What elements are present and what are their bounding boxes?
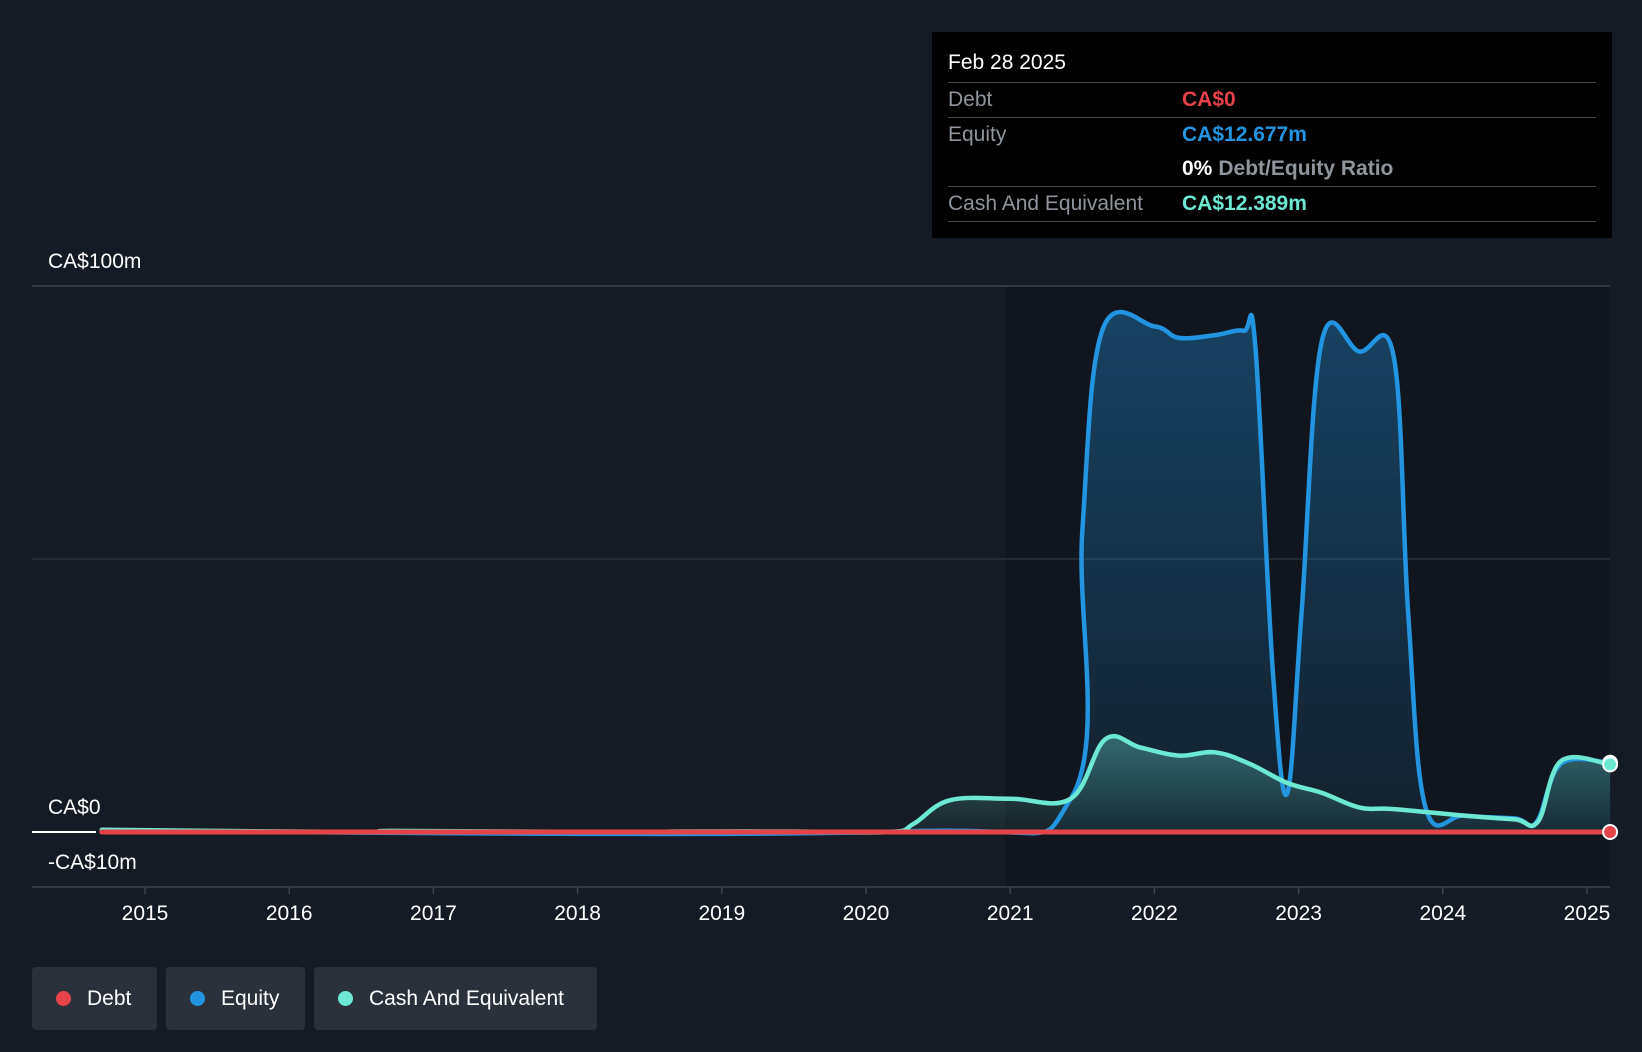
cash-area [101, 736, 1611, 833]
tooltip-equity-label: Equity [948, 123, 1007, 146]
equity-dot-icon [190, 991, 205, 1006]
tooltip-cash-label: Cash And Equivalent [948, 192, 1143, 215]
cash-endpoint-marker [1602, 756, 1619, 773]
y-axis-zero-label: CA$0 [48, 796, 101, 819]
debt-dot-icon [56, 991, 71, 1006]
x-tick-label: 2023 [1275, 902, 1322, 925]
tooltip-cash-row: Cash And Equivalent CA$12.389m [948, 186, 1596, 222]
tooltip-debt-value: CA$0 [1182, 88, 1236, 111]
tooltip-ratio-label: Debt/Equity Ratio [1218, 157, 1394, 180]
tooltip-debt-label: Debt [948, 88, 993, 111]
x-tick-label: 2018 [554, 902, 601, 925]
tooltip-cash-value: CA$12.389m [1182, 192, 1307, 215]
legend-equity-label: Equity [221, 986, 280, 1010]
tooltip-equity-row: Equity CA$12.677m [948, 117, 1596, 152]
legend-item-cash[interactable]: Cash And Equivalent [314, 967, 597, 1030]
x-tick-label: 2025 [1564, 902, 1611, 925]
x-tick-label: 2016 [266, 902, 313, 925]
y-axis-top-label: CA$100m [48, 250, 142, 273]
equity-area [101, 311, 1611, 834]
x-tick-label: 2017 [410, 902, 457, 925]
hover-tooltip: Feb 28 2025 Debt CA$0 Equity CA$12.677m … [932, 32, 1612, 238]
y-axis-bottom-label: -CA$10m [48, 851, 137, 874]
cash-dot-icon [338, 991, 353, 1006]
legend-cash-label: Cash And Equivalent [369, 986, 564, 1010]
tooltip-ratio-value: 0% [1182, 157, 1213, 180]
x-tick-label: 2015 [122, 902, 169, 925]
x-tick-label: 2021 [987, 902, 1034, 925]
x-tick-label: 2020 [843, 902, 890, 925]
legend-item-debt[interactable]: Debt [32, 967, 157, 1030]
legend-item-equity[interactable]: Equity [166, 967, 305, 1030]
debt-endpoint-marker [1602, 824, 1619, 840]
x-tick-label: 2022 [1131, 902, 1178, 925]
tooltip-ratio-row: 0% Debt/Equity Ratio [948, 152, 1596, 186]
x-tick-label: 2019 [698, 902, 745, 925]
chart-legend: Debt Equity Cash And Equivalent [32, 967, 597, 1030]
equity-line [99, 309, 1613, 837]
legend-debt-label: Debt [87, 986, 132, 1010]
tooltip-date: Feb 28 2025 [948, 51, 1066, 74]
tooltip-debt-row: Debt CA$0 [948, 82, 1596, 117]
x-tick-label: 2024 [1419, 902, 1466, 925]
tooltip-equity-value: CA$12.677m [1182, 123, 1307, 146]
